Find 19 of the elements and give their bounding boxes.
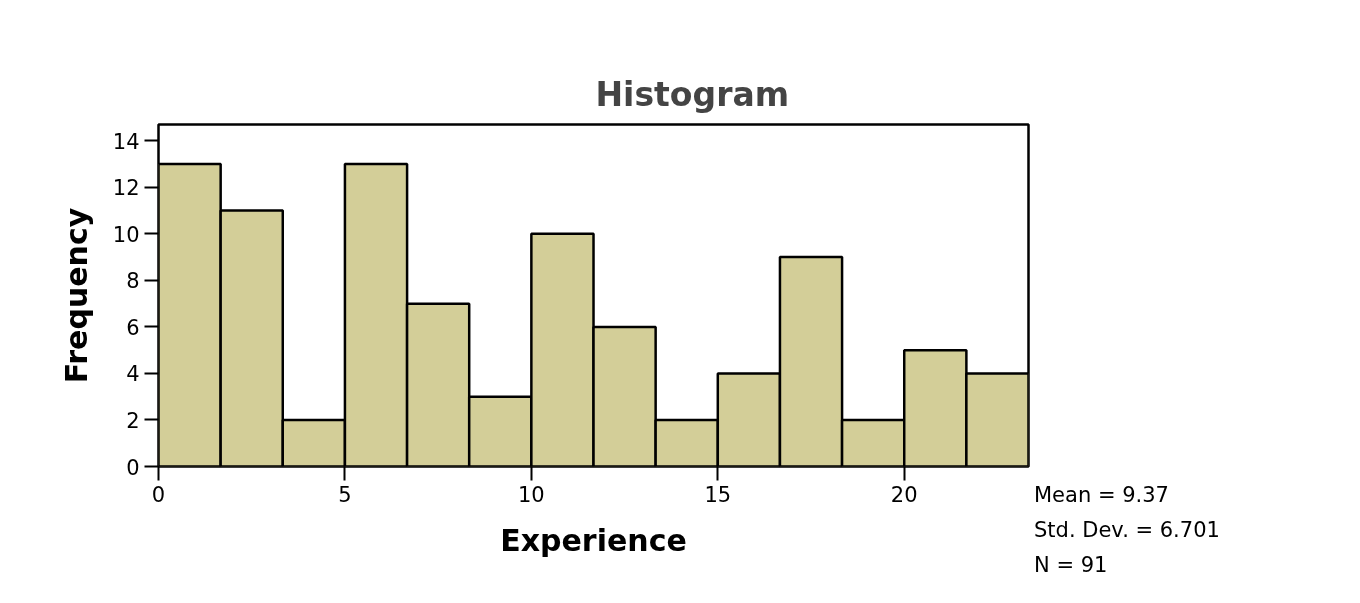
y-tick-label: 12	[112, 176, 140, 201]
x-tick-label: 10	[518, 482, 545, 507]
y-tick-label: 8	[126, 269, 140, 294]
x-tick-label: 20	[890, 482, 918, 507]
x-tick-label: 0	[151, 482, 166, 507]
y-tick-label: 10	[112, 222, 140, 247]
x-tick-label: 5	[338, 482, 352, 507]
x-tick-label: 15	[704, 482, 732, 507]
y-tick-label: 2	[126, 408, 140, 433]
y-axis-title: Frequency	[58, 207, 94, 384]
y-tick-label: 6	[126, 315, 140, 340]
y-tick-label: 14	[112, 129, 140, 154]
text: Mean = 9.37	[1034, 482, 1170, 509]
x-axis-title: Experience	[500, 522, 687, 558]
chart-title: Histogram	[595, 74, 790, 114]
text: N = 91	[1034, 552, 1109, 579]
text: Std. Dev. = 6.701	[1034, 517, 1220, 544]
y-tick-label: 4	[126, 362, 140, 387]
y-tick-label: 0	[126, 455, 140, 480]
